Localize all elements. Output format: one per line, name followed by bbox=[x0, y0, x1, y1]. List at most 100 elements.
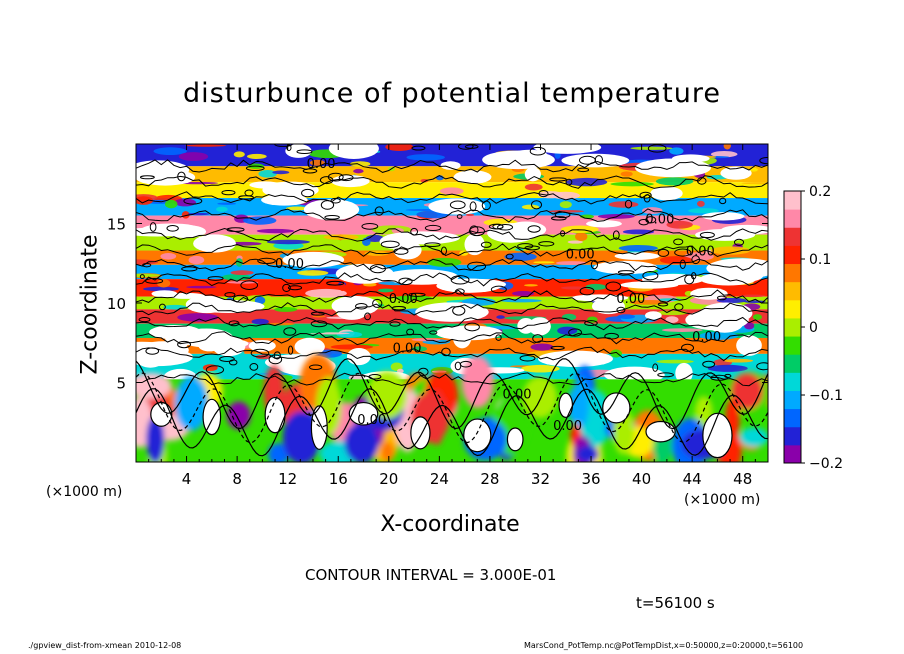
contour-loop bbox=[604, 332, 619, 340]
contour-loop bbox=[380, 240, 400, 249]
x-tick-label: 36 bbox=[581, 470, 600, 488]
field-patch-neutral bbox=[620, 281, 679, 289]
contour-loop bbox=[550, 345, 565, 351]
field-patch-neutral bbox=[705, 313, 744, 333]
field-patch-neutral bbox=[196, 298, 240, 308]
field-patch bbox=[575, 232, 588, 242]
contour-loop bbox=[529, 146, 546, 156]
contour-loop bbox=[244, 189, 254, 197]
contour-loop bbox=[679, 259, 686, 270]
field-patch-neutral bbox=[528, 317, 551, 336]
field-patch bbox=[406, 154, 445, 161]
contour-loop bbox=[527, 225, 541, 233]
contour-loop bbox=[302, 168, 318, 174]
field-patch-neutral bbox=[193, 234, 236, 253]
colorbar-swatch bbox=[784, 372, 801, 391]
colorbar-swatch bbox=[784, 281, 801, 301]
contour-loop bbox=[398, 277, 413, 286]
field-patch-neutral bbox=[593, 260, 658, 275]
contour-loop bbox=[296, 149, 313, 155]
contour-loop bbox=[674, 303, 684, 311]
field-patch bbox=[610, 349, 623, 358]
field-patch bbox=[136, 273, 161, 278]
field-patch-neutral bbox=[136, 160, 190, 180]
field-patch bbox=[258, 169, 277, 178]
plot-area: 0.00 0.00 0.00 0.00 0.00 0.00 0.00 0.00 0.00 0.00… bbox=[136, 144, 768, 462]
contour-loop bbox=[361, 223, 379, 230]
field-patch bbox=[520, 364, 560, 373]
contour-loop bbox=[411, 145, 426, 151]
field-patch bbox=[752, 314, 763, 321]
field-patch-neutral bbox=[512, 149, 547, 159]
contour-loop bbox=[590, 259, 598, 270]
contour-loop bbox=[406, 328, 415, 336]
field-patch bbox=[309, 159, 325, 166]
contour-loop bbox=[440, 246, 447, 256]
contour-loop bbox=[142, 262, 152, 268]
field-patch bbox=[655, 177, 694, 186]
field-patch bbox=[312, 315, 326, 318]
field-patch-neutral bbox=[634, 158, 711, 178]
contour-loop bbox=[224, 292, 236, 298]
field-patch-neutral bbox=[706, 258, 768, 279]
contour-loop bbox=[429, 330, 438, 335]
contour-loop bbox=[205, 365, 225, 375]
contour-loop bbox=[605, 281, 622, 292]
field-patch bbox=[533, 261, 555, 264]
contour-interval-label: CONTOUR INTERVAL = 3.000E-01 bbox=[305, 566, 557, 584]
colorbar: 0.2 0.1 0 −0.1 −0.2 bbox=[783, 184, 843, 472]
contour-loop bbox=[464, 322, 480, 332]
contour-loop bbox=[355, 302, 368, 310]
plume-core bbox=[558, 392, 574, 418]
contour-loop bbox=[538, 241, 555, 247]
field-patch bbox=[177, 313, 219, 322]
contour-loop bbox=[657, 248, 670, 257]
field-patch bbox=[385, 144, 414, 151]
chart-title: disturbunce of potential temperature bbox=[183, 78, 721, 109]
colorbar-swatch bbox=[784, 444, 801, 464]
contour-value-label: 0.00 bbox=[566, 247, 595, 262]
field-patch bbox=[377, 288, 394, 293]
field-patch bbox=[266, 239, 311, 245]
field-patch-neutral bbox=[151, 290, 178, 298]
contour-loop bbox=[716, 295, 727, 301]
contour-loop bbox=[697, 177, 707, 185]
contour-loop bbox=[733, 238, 745, 246]
contour-loop bbox=[578, 155, 596, 165]
field-patch-neutral bbox=[453, 170, 492, 184]
contour-loop bbox=[287, 285, 303, 291]
contour-loop bbox=[624, 199, 633, 209]
contour-loop bbox=[286, 144, 292, 152]
field-patch bbox=[349, 161, 371, 167]
contour-loop bbox=[374, 206, 384, 216]
contour-line bbox=[136, 289, 768, 304]
field-patch-neutral bbox=[675, 362, 693, 384]
plume-core bbox=[150, 401, 173, 427]
field-patch-neutral bbox=[720, 166, 752, 180]
contour-loop bbox=[273, 351, 281, 360]
x-unit-label-left: (×1000 m) bbox=[46, 484, 123, 500]
contour-loop bbox=[338, 174, 354, 182]
contour-loop bbox=[226, 227, 245, 232]
time-label: t=56100 s bbox=[636, 594, 715, 612]
contour-loop bbox=[719, 197, 727, 205]
field-patch bbox=[254, 296, 266, 305]
contour-loop bbox=[139, 274, 145, 280]
field-patch-neutral bbox=[650, 186, 683, 201]
contour-line bbox=[136, 243, 768, 258]
field-patch bbox=[659, 256, 693, 265]
field-patch bbox=[661, 328, 703, 332]
field-patch bbox=[185, 144, 227, 147]
contour-value-label: 0.00 bbox=[616, 292, 645, 307]
contour-loop bbox=[456, 214, 463, 219]
colorbar-tick-label: 0.1 bbox=[809, 252, 831, 268]
field-patch bbox=[251, 318, 269, 325]
contour-loop bbox=[756, 362, 768, 371]
field-patch bbox=[246, 153, 267, 159]
field-patch bbox=[221, 274, 252, 281]
contour-value-label: 0.00 bbox=[503, 387, 532, 402]
colorbar-tick-label: 0.2 bbox=[809, 184, 831, 200]
contour-line bbox=[136, 159, 768, 173]
x-tick-label: 24 bbox=[430, 470, 449, 488]
field-patch bbox=[723, 144, 731, 150]
